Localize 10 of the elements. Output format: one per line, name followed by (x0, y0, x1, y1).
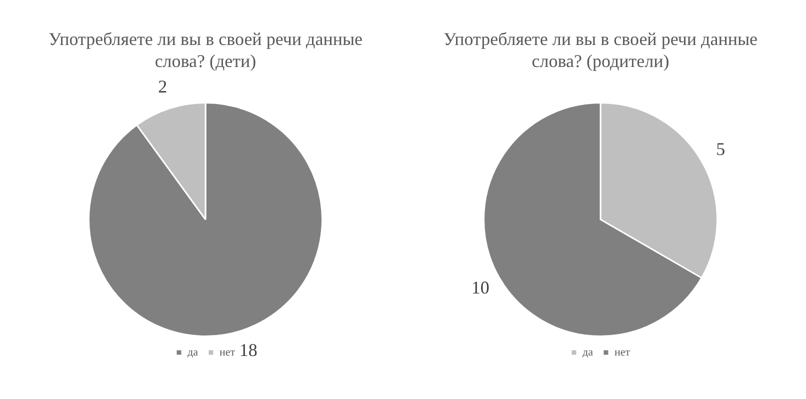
legend-label: нет (614, 346, 630, 358)
chart-title: Употребляете ли вы в своей речи данные слова? (дети) (47, 28, 364, 72)
data-label: 2 (158, 76, 168, 96)
legend-label: да (187, 346, 198, 358)
chart-title: Употребляете ли вы в своей речи данные слова? (родители) (442, 28, 759, 72)
data-label: 5 (716, 138, 726, 159)
legend-label: нет (219, 346, 236, 358)
data-label: 18 (239, 340, 258, 360)
legend-label: да (582, 346, 594, 358)
data-label: 10 (471, 278, 490, 298)
